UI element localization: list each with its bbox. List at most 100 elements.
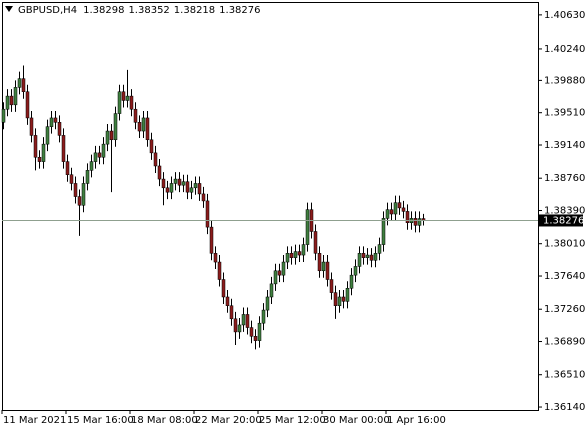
candle-body [285,253,290,263]
y-tick-label: 1.36510 [544,370,585,381]
y-tick-label: 1.39140 [544,140,585,151]
candle-body [77,196,82,206]
candle-body [369,254,374,261]
candle-body [417,218,422,226]
candle-body [249,327,254,337]
candle-body [229,305,234,320]
candle-body [185,181,190,193]
candle-body [57,122,62,136]
candle-body [333,292,338,306]
candle-body [41,143,46,162]
candle-body [49,117,54,127]
header-low: 1.38218 [174,5,215,16]
y-tick-label: 1.38760 [544,173,585,184]
symbol: GBPUSD,H4 [18,5,77,16]
candle-body [193,183,198,189]
candle-body [189,187,194,193]
plot-frame [2,2,539,411]
x-tick-label: 30 Mar 00:00 [323,415,390,426]
candle-body [149,139,154,154]
candle-body [169,183,174,193]
header-high: 1.38352 [128,5,169,16]
y-tick-label: 1.39880 [544,75,585,86]
chart-header: GBPUSD,H4 1.38298 1.38352 1.38218 1.38276 [18,5,261,16]
candle-body [197,183,202,195]
candle-body [289,253,294,258]
candle-body [177,178,182,186]
candle-body [245,314,250,328]
candle-body [45,126,50,145]
candle-body [117,91,122,114]
candle-body [237,324,242,333]
candle-body [325,261,330,280]
candle-body [337,296,342,306]
candle-body [273,270,278,285]
x-tick-label: 1 Apr 16:00 [387,415,446,426]
candle-body [357,253,362,267]
candle-body [261,309,266,324]
candle-body [141,117,146,132]
x-tick-label: 11 Mar 2021 [3,415,66,426]
candle-body [301,244,306,256]
candle-body [281,261,286,276]
candle-body [361,253,366,258]
y-tick-label: 1.39510 [544,108,585,119]
candle-body [161,178,166,189]
candle-body [129,95,134,110]
candle-body [345,287,350,302]
candle-body [17,78,22,88]
candle-body [93,152,98,162]
candle-body [9,95,14,106]
candle-body [29,117,34,136]
candle-body [373,253,378,261]
candle-body [241,314,246,326]
candle-body [225,296,230,306]
candle-body [277,270,282,276]
x-tick-label: 25 Mar 12:00 [259,415,326,426]
candle-body [393,202,398,215]
x-tick-label: 18 Mar 08:00 [131,415,198,426]
candle-body [209,226,214,254]
candle-body [297,251,302,256]
candle-body [341,296,346,302]
candle-body [89,161,94,171]
candle-body [329,279,334,293]
candle-body [377,244,382,254]
candle-body [53,117,58,123]
candle-body [257,322,262,341]
candle-body [305,209,310,245]
candle-body [205,200,210,228]
candle-body [381,218,386,245]
candle-body [397,202,402,209]
candle-body [317,253,322,272]
candle-body [321,261,326,272]
candle-body [201,193,206,202]
candle-body [405,211,410,223]
candle-body [69,174,74,184]
candle-body [5,95,10,110]
candle-body [265,296,270,311]
candle-body [389,209,394,215]
candle-body [73,183,78,197]
candle-body [365,254,370,258]
candle-body [105,130,110,145]
candle-body [137,122,142,132]
candle-body [349,274,354,289]
candle-body [85,170,90,184]
candle-body [101,143,106,158]
candle-body [113,113,118,141]
y-tick-label: 1.36140 [544,402,585,413]
header-open: 1.38298 [83,5,124,16]
candle-body [217,261,222,280]
y-tick-label: 1.37260 [544,304,585,315]
collapse-arrow[interactable] [5,6,13,12]
candle-body [61,135,66,162]
candle-body [1,108,6,123]
candle-body [145,117,150,141]
candle-body [269,283,274,298]
candle-body [233,318,238,333]
candle-body [13,87,18,106]
candle-body [97,152,102,158]
candle-body [293,251,298,258]
candle-body [213,253,218,263]
